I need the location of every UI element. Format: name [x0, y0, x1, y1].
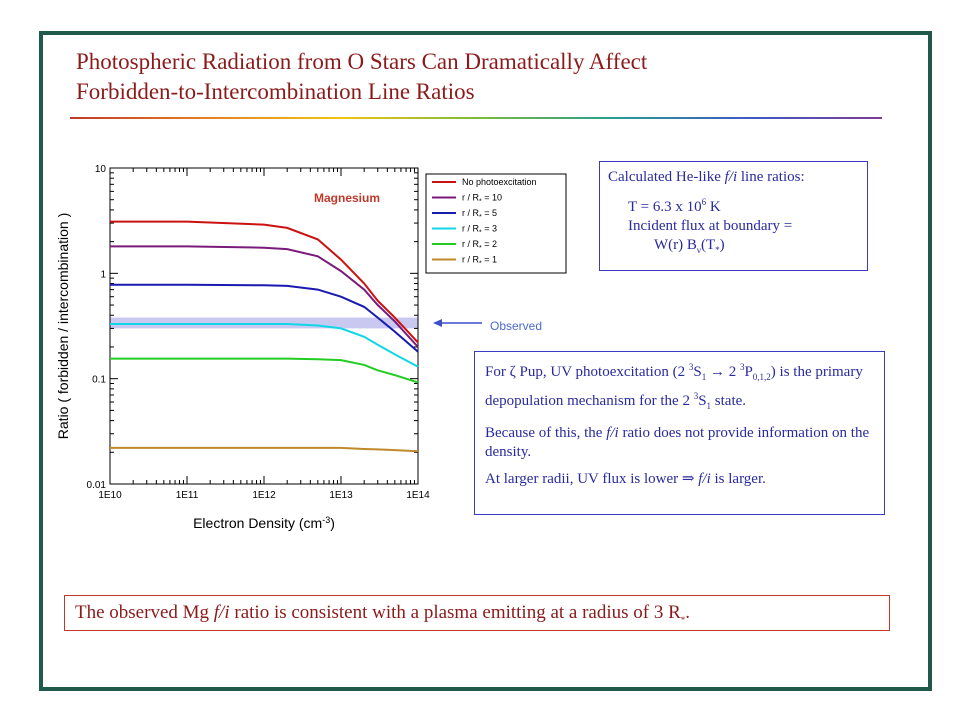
y-tick-label: 0.1: [92, 375, 106, 386]
series-line: [110, 357, 419, 384]
y-tick-label: 0.01: [87, 480, 107, 491]
slide-title: Photospheric Radiation from O Stars Can …: [76, 47, 896, 107]
p1-a: For ζ Pup, UV photoexcitation (2: [485, 364, 689, 380]
conclusion-star: *: [680, 614, 686, 625]
series-line: [110, 220, 419, 344]
p1-c: → 2: [706, 364, 740, 380]
p2-a: Because of this, the: [485, 425, 607, 441]
title-line-2: Forbidden-to-Intercombination Line Ratio…: [76, 79, 475, 104]
y-tick-label: 1: [100, 269, 106, 280]
x-tick-label: 1E11: [176, 490, 199, 501]
title-line-1: Photospheric Radiation from O Stars Can …: [76, 49, 648, 74]
box1-heading-tail: line ratios:: [737, 169, 805, 185]
conclusion-b: ratio is consistent with a plasma emitti…: [229, 602, 681, 623]
calculation-parameters-box: Calculated He-like f/i line ratios: T = …: [599, 161, 868, 271]
series-line: [110, 283, 419, 353]
explanation-paragraph-3: At larger radii, UV flux is lower ⇒ f/i …: [485, 470, 874, 489]
x-tick-label: 1E13: [329, 490, 353, 501]
formula-line: W(r) Bν(T*): [608, 236, 859, 260]
slide-frame: [39, 31, 932, 691]
p1-d: P: [744, 364, 753, 380]
p3-fi: f/i: [698, 471, 711, 487]
conclusion-fi: f/i: [213, 602, 230, 623]
p3-b: is larger.: [710, 471, 766, 487]
p1-b: S: [693, 364, 702, 380]
conclusion-box: The observed Mg f/i ratio is consistent …: [64, 595, 890, 631]
legend-entry: r / R* = 10: [462, 193, 502, 206]
formula-paren: (T: [700, 237, 716, 253]
formula-close: ): [719, 237, 725, 253]
series-line: [110, 323, 419, 368]
p2-b: ratio does not provide information on th…: [485, 425, 870, 460]
legend-box: [425, 173, 567, 274]
explanation-box: For ζ Pup, UV photoexcitation (2 3S1 → 2…: [474, 351, 885, 515]
temperature-text: T = 6.3 x 10: [628, 199, 702, 215]
observed-label: Observed: [490, 319, 543, 333]
legend-entry: r / R* = 3: [462, 224, 497, 237]
conclusion-c: .: [685, 602, 691, 623]
explanation-paragraph-1: For ζ Pup, UV photoexcitation (2 3S1 → 2…: [485, 358, 874, 416]
formula-star: *: [715, 245, 720, 255]
x-tick-label: 1E14: [406, 490, 430, 501]
legend-entry: r / R* = 2: [462, 239, 497, 252]
p3-a: At larger radii, UV flux is lower ⇒: [485, 471, 699, 487]
p1-e: ) is the primary depopulation mechanism …: [485, 364, 863, 409]
explanation-paragraph-2: Because of this, the f/i ratio does not …: [485, 424, 874, 462]
p1-g: state.: [711, 393, 747, 409]
x-tick-label: 1E12: [252, 490, 276, 501]
series-line: [110, 446, 419, 453]
p1-sub1: 1: [701, 372, 707, 382]
p1-sup2: 3: [739, 362, 745, 372]
p1-sup1: 3: [688, 362, 694, 372]
formula-text: W(r) B: [654, 237, 697, 253]
conclusion-a: The observed Mg: [75, 602, 214, 623]
box1-heading-fi: f/i: [724, 169, 738, 185]
formula-nu: ν: [696, 245, 701, 255]
series-line: [110, 245, 419, 348]
legend-entry: No photoexcitation: [462, 177, 537, 187]
box1-heading-text: Calculated He-like: [608, 169, 725, 185]
title-divider: [70, 117, 882, 119]
p1-sub2: 0,1,2: [752, 372, 771, 382]
y-axis-label: Ratio ( forbidden / intercombination ): [55, 213, 71, 439]
y-tick-label: 10: [95, 164, 107, 175]
p1-f: S: [698, 393, 707, 409]
temperature-line: T = 6.3 x 106 K: [608, 193, 859, 217]
x-tick-label: 1E10: [98, 490, 122, 501]
p1-sup3: 3: [693, 391, 699, 401]
chart-annotation-magnesium: Magnesium: [314, 191, 381, 205]
box1-heading: Calculated He-like f/i line ratios:: [608, 168, 859, 187]
temperature-exponent: 6: [701, 197, 707, 207]
p2-fi: f/i: [606, 425, 619, 441]
legend-entry: r / R* = 5: [462, 208, 497, 221]
temperature-unit: K: [706, 199, 721, 215]
observed-arrow-head: [433, 319, 442, 328]
flux-line: Incident flux at boundary =: [628, 218, 793, 234]
x-axis-label: Electron Density (cm-3): [193, 515, 335, 531]
legend-entry: r / R* = 1: [462, 255, 497, 268]
p1-sub3: 1: [706, 401, 712, 411]
